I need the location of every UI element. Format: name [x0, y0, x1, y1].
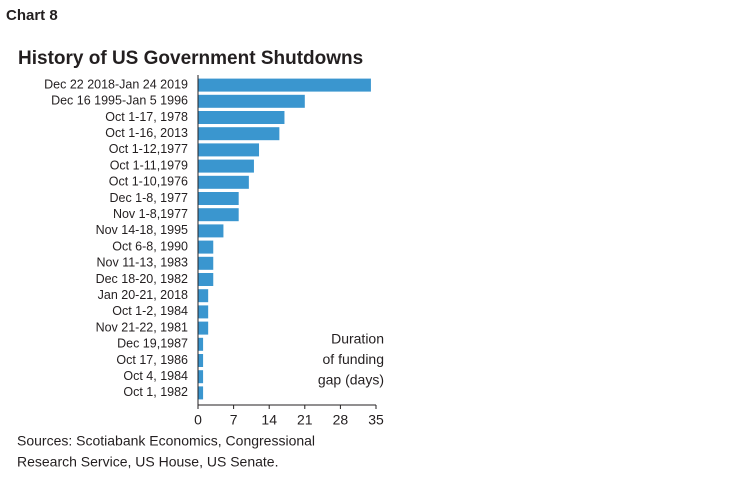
y-tick-label: Dec 19,1987 [117, 337, 188, 351]
y-tick-label: Oct 1-16, 2013 [105, 126, 188, 140]
chart-title: History of US Government Shutdowns [18, 48, 363, 69]
bar [198, 111, 285, 124]
y-tick-label: Oct 17, 1986 [116, 353, 188, 367]
bar [198, 175, 249, 189]
y-tick-label: Oct 1-2, 1984 [112, 304, 188, 318]
bar [198, 224, 224, 238]
bar [198, 256, 214, 270]
bar [198, 78, 371, 92]
y-tick-label: Nov 11-13, 1983 [97, 256, 189, 270]
x-tick-label: 28 [333, 412, 349, 428]
y-tick-label: Oct 1-17, 1978 [105, 110, 188, 124]
bar [198, 208, 239, 222]
bar [198, 127, 280, 141]
annotation: gap (days) [318, 372, 384, 388]
bar [198, 159, 254, 173]
y-tick-label: Nov 14-18, 1995 [96, 223, 188, 237]
bar [198, 94, 305, 108]
bar [198, 321, 209, 335]
y-tick-label: Dec 22 2018-Jan 24 2019 [44, 77, 188, 91]
y-tick-label: Oct 1-12,1977 [109, 142, 188, 156]
bar [198, 273, 214, 286]
y-tick-label: Dec 16 1995-Jan 5 1996 [51, 94, 188, 108]
x-tick-label: 35 [368, 412, 384, 428]
source: Research Service, US House, US Senate. [17, 454, 278, 470]
bar [198, 192, 239, 205]
bar [198, 354, 204, 367]
x-tick-label: 7 [230, 412, 238, 428]
bar [198, 143, 260, 157]
y-tick-label: Oct 1-11,1979 [110, 158, 188, 172]
bar [198, 289, 209, 303]
x-tick-label: 21 [297, 412, 313, 428]
x-tick-label: 14 [261, 412, 277, 428]
y-tick-label: Nov 21-22, 1981 [96, 320, 188, 334]
bar [198, 240, 214, 254]
source: Sources: Scotiabank Economics, Congressi… [17, 433, 315, 449]
y-tick-label: Oct 1, 1982 [123, 385, 188, 399]
annotation: Duration [331, 331, 384, 347]
bar [198, 386, 204, 400]
chart-label: Chart 8 [6, 7, 58, 24]
y-tick-label: Dec 1-8, 1977 [109, 191, 188, 205]
y-tick-label: Jan 20-21, 2018 [98, 288, 188, 302]
bar [198, 305, 209, 319]
y-tick-label: Oct 6-8, 1990 [112, 239, 188, 253]
annotation: of funding [323, 351, 385, 367]
y-tick-label: Oct 4, 1984 [123, 369, 188, 383]
x-tick-label: 0 [194, 412, 202, 428]
y-tick-label: Dec 18-20, 1982 [96, 272, 188, 286]
y-tick-label: Nov 1-8,1977 [113, 207, 188, 221]
bar [198, 370, 204, 384]
bar [198, 337, 204, 351]
y-tick-label: Oct 1-10,1976 [109, 175, 188, 189]
